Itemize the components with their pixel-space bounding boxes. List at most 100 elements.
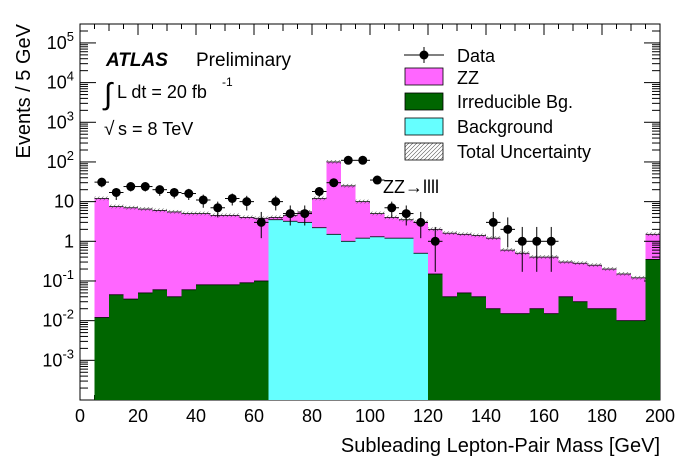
irreducible-bar [167,296,182,400]
data-point [517,236,527,246]
data-point [126,182,136,192]
x-tick-label: 180 [587,406,617,426]
data-point [546,236,556,246]
irreducible-bar [587,308,602,400]
irreducible-bar [428,273,443,400]
data-point [314,186,324,196]
uncertainty-band-bin [587,263,602,268]
data-point [169,187,179,197]
data-point [532,236,542,246]
data-point [343,155,353,165]
data-point [488,217,498,227]
x-tick-label: 20 [128,406,148,426]
uncertainty-band-bin [558,260,573,264]
uncertainty-band-bin [181,211,196,216]
x-tick-label: 0 [75,406,85,426]
irreducible-bar [602,308,617,400]
data-point [155,185,165,195]
energy-label: s = 8 TeV [118,119,193,139]
legend-data-marker [419,50,429,60]
irreducible-bar [225,284,240,400]
y-tick-label: 105 [47,29,74,53]
legend-swatch-zz [404,67,444,86]
irreducible-bar [616,320,631,400]
data-point [213,203,223,213]
uncertainty-band-bin [442,231,457,236]
data-point [198,195,208,205]
y-tick-label: 10-2 [42,307,74,331]
irreducible-bar [123,299,138,400]
legend-item-zz: ZZ [404,67,479,88]
data-point [387,203,397,213]
data-point [401,209,411,219]
uncertainty-band-bin [355,199,370,204]
irreducible-bar [196,284,211,400]
background-bar [283,221,298,400]
background-bar [312,227,327,400]
irreducible-bar [631,320,646,400]
uncertainty-band-bin [645,232,660,237]
sqrt-sign: √ [104,119,115,140]
uncertainty-band-bin [268,215,283,220]
legend-swatch-irreducible [404,92,444,111]
data-point [111,187,121,197]
y-tick-label: 10-1 [42,267,74,291]
uncertainty-band-bin [123,205,138,210]
uncertainty-band-bin [239,215,254,220]
integral-sign: ∫ [102,78,114,111]
luminosity-exponent: -1 [222,75,233,89]
x-axis-title: Subleading Lepton-Pair Mass [GeV] [341,435,660,457]
legend-swatch-background [404,117,444,136]
legend-swatch-uncertainty [404,142,444,161]
background-bar [384,238,399,400]
uncertainty-band-bin [471,233,486,238]
legend: Data ZZ Irreducible Bg. Background Total… [404,46,591,162]
x-tick-label: 160 [529,406,559,426]
irreducible-bar [138,292,153,400]
data-point [358,155,368,165]
x-tick-label: 140 [471,406,501,426]
irreducible-bar [529,308,544,400]
uncertainty-band-bin [631,275,646,280]
uncertainty-band-bin [109,204,124,209]
uncertainty-band-bin [138,207,153,211]
data-point [329,178,339,188]
irreducible-bar [471,296,486,400]
irreducible-bar [152,289,167,400]
uncertainty-band-bin [573,261,588,266]
irreducible-bar [254,280,269,400]
data-series [94,155,559,272]
data-point [242,197,252,207]
background-bar [399,238,414,400]
data-point [503,224,513,234]
background-bar [370,236,385,400]
channel-label: ZZ→llll [383,177,439,197]
background-bar [413,253,428,400]
x-tick-label: 80 [302,406,322,426]
y-tick-label: 104 [47,69,74,93]
y-tick-label: 102 [47,148,74,172]
data-point [184,189,194,199]
legend-item-irreducible: Irreducible Bg. [404,92,573,112]
x-tick-label: 100 [355,406,385,426]
uncertainty-band-bin [370,211,385,216]
uncertainty-band-bin [457,232,472,237]
irreducible-bar [181,289,196,400]
preliminary-label: Preliminary [196,50,292,71]
y-tick-label: 1 [64,231,74,251]
legend-label-uncertainty: Total Uncertainty [457,142,591,162]
uncertainty-band-bin [341,183,356,188]
legend-label-irreducible: Irreducible Bg. [457,92,573,112]
data-point [430,236,440,246]
uncertainty-band-bin [326,160,341,164]
data-point [285,209,295,219]
data-point [140,182,150,192]
data-point [372,175,382,185]
irreducible-bar [573,301,588,400]
y-tick-label: 10-3 [42,346,74,370]
uncertainty-band-bin [167,209,182,214]
legend-label-zz: ZZ [457,68,479,88]
background-bar [326,234,341,400]
uncertainty-band-bin [312,196,327,201]
irreducible-bar [486,308,501,400]
